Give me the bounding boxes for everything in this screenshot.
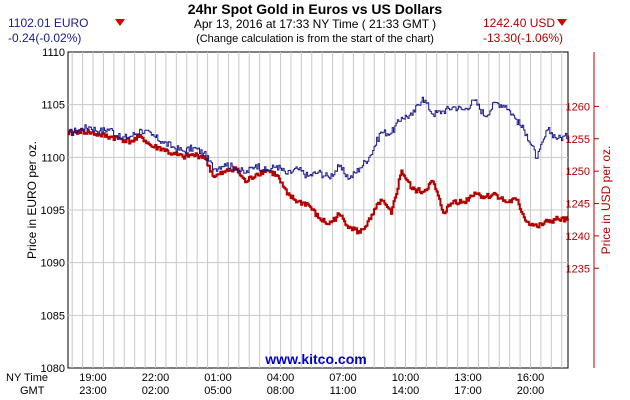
left-tick-label: 1085: [41, 310, 65, 322]
chart-note: (Change calculation is from the start of…: [196, 33, 434, 45]
right-axis-label: Price in USD per oz.: [599, 146, 613, 255]
usd-price: 1242.40 USD: [483, 16, 555, 30]
left-tick-label: 1105: [41, 100, 65, 112]
x-tick-label-gmt: 05:00: [204, 385, 232, 397]
euro-down-arrow-icon: [115, 19, 125, 26]
x-tick-label-gmt: 23:00: [79, 385, 107, 397]
x-tick-label-ny: 19:00: [79, 372, 107, 384]
x-tick-label-gmt: 11:00: [330, 385, 357, 397]
usd-down-arrow-icon: [557, 19, 567, 26]
x-tick-label-ny: 07:00: [329, 372, 357, 384]
usd-change: -13.30(-1.06%): [483, 31, 563, 45]
right-tick-label: 1245: [566, 199, 590, 211]
euro-series-line: [68, 96, 569, 180]
left-tick-label: 1090: [41, 258, 65, 270]
right-axis-ticks: 1235 1240 1245 1250 1255 1260: [566, 101, 599, 275]
left-tick-label: 1095: [41, 205, 65, 217]
euro-change: -0.24(-0.02%): [8, 31, 81, 45]
left-tick-label: 1110: [42, 47, 65, 59]
x-tick-label-gmt: 02:00: [142, 385, 170, 397]
x-row-label-ny: NY Time: [6, 372, 48, 384]
x-tick-label-ny: 13:00: [454, 372, 482, 384]
x-tick-label-gmt: 20:00: [517, 385, 545, 397]
left-axis-label: Price in EURO per oz.: [25, 141, 39, 259]
right-tick-label: 1235: [566, 263, 590, 275]
right-tick-label: 1250: [566, 166, 590, 178]
x-tick-label-gmt: 17:00: [454, 385, 482, 397]
x-tick-label-ny: 22:00: [142, 372, 170, 384]
x-tick-label-ny: 10:00: [392, 372, 420, 384]
x-tick-label-gmt: 14:00: [392, 385, 420, 397]
left-axis-ticks: 1080 1085 1090 1095 1100 1105 1110: [41, 47, 65, 375]
right-tick-label: 1240: [566, 231, 590, 243]
left-tick-label: 1100: [41, 152, 65, 164]
x-tick-label-gmt: 08:00: [267, 385, 295, 397]
chart-subtitle: Apr 13, 2016 at 17:33 NY Time ( 21:33 GM…: [194, 17, 436, 31]
x-tick-label-ny: 04:00: [267, 372, 295, 384]
x-row-label-gmt: GMT: [20, 385, 45, 397]
x-tick-label-ny: 01:00: [204, 372, 232, 384]
usd-series-line: [68, 128, 569, 235]
watermark: www.kitco.com: [264, 351, 366, 367]
euro-price: 1102.01 EURO: [8, 16, 89, 30]
right-tick-label: 1255: [566, 134, 590, 146]
x-tick-label-ny: 16:00: [517, 372, 545, 384]
chart-title: 24hr Spot Gold in Euros vs US Dollars: [188, 1, 443, 17]
right-tick-label: 1260: [566, 101, 590, 113]
left-tick-label: 1080: [41, 363, 65, 375]
